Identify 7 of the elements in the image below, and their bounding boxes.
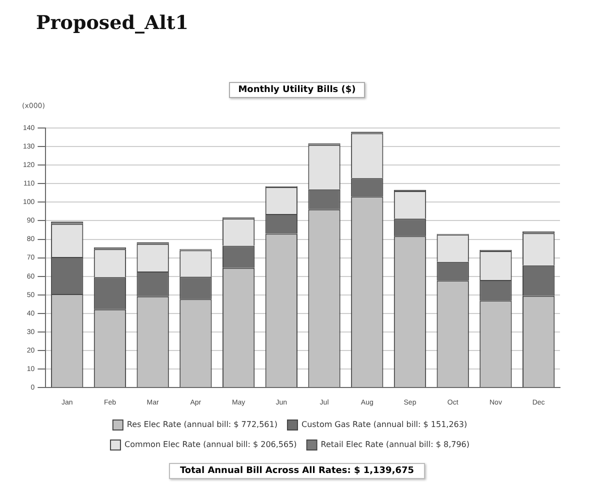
chart-title: Proposed_Alt1 (36, 12, 188, 34)
chart-subtitle: Monthly Utility Bills ($) (229, 82, 365, 98)
legend-label: Common Elec Rate (annual bill: $ 206,565) (124, 440, 297, 450)
legend-label: Res Elec Rate (annual bill: $ 772,561) (126, 420, 278, 430)
text: Total Annual Bill Across All Rates: $ 1,139,675 (168, 463, 426, 479)
legend-label: Retail Elec Rate (annual bill: $ 8,796) (320, 440, 470, 450)
legend-label: Custom Gas Rate (annual bill: $ 151,263) (301, 420, 468, 430)
